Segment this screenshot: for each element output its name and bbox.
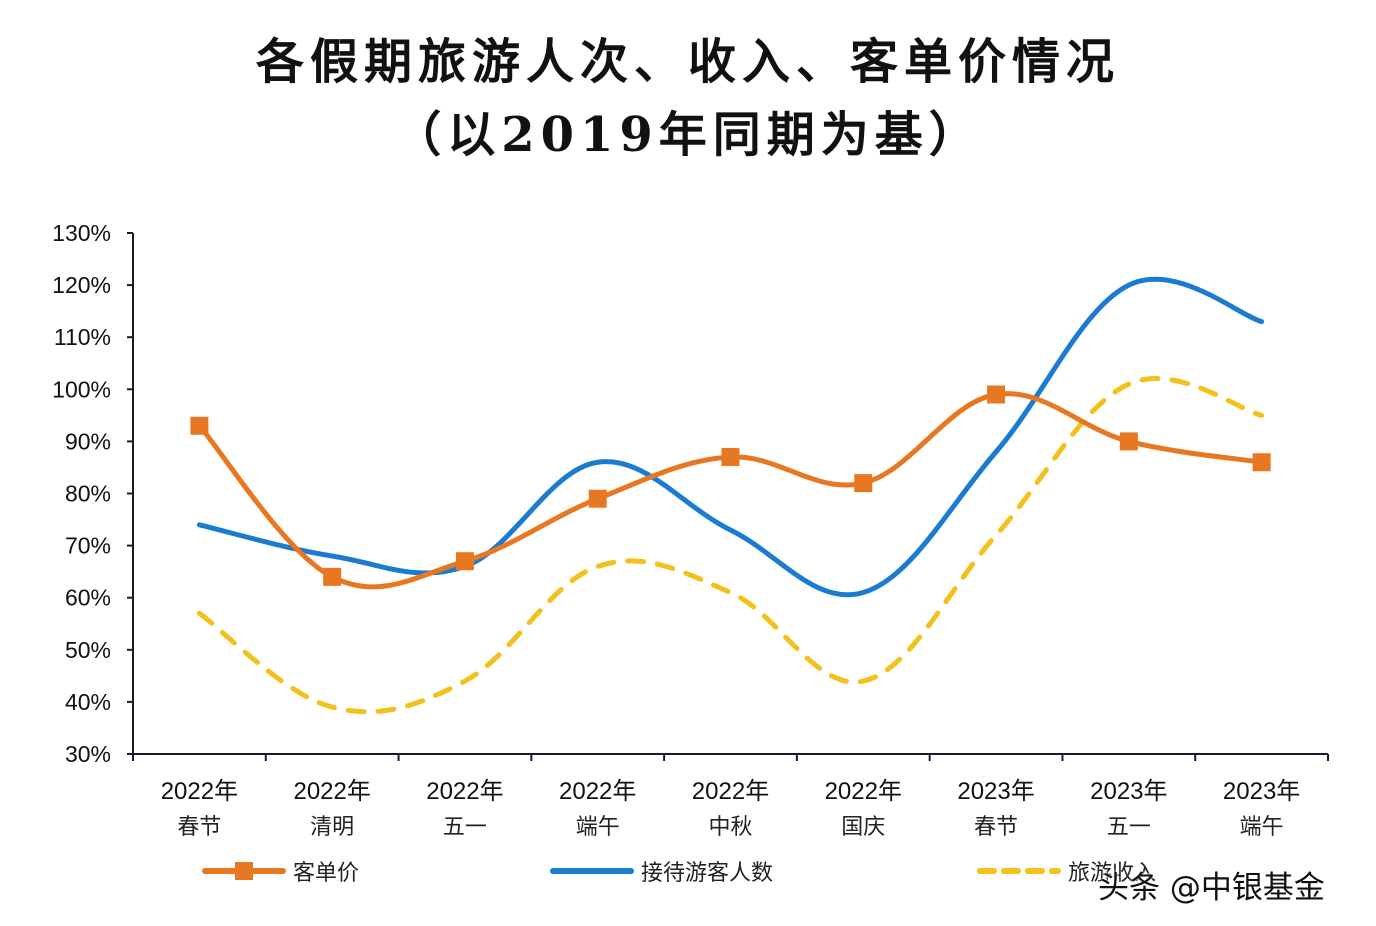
chart-title: 各假期旅游人次、收入、客单价情况 xyxy=(255,34,1120,90)
x-tick-label-year: 2022年 xyxy=(559,778,636,805)
y-tick-label: 70% xyxy=(65,533,111,559)
y-tick-label: 30% xyxy=(65,741,111,767)
watermark: 头条 @中银基金 xyxy=(1098,870,1325,906)
data-point-marker xyxy=(987,385,1006,404)
y-tick-label: 60% xyxy=(65,585,111,611)
data-point-marker xyxy=(1252,453,1271,472)
y-tick-label: 120% xyxy=(52,272,111,298)
chart-subtitle: （以2019年同期为基） xyxy=(393,107,983,163)
x-tick-label-year: 2023年 xyxy=(1223,778,1300,805)
y-tick-label: 90% xyxy=(65,428,111,454)
x-tick-label-holiday: 五一 xyxy=(443,815,487,840)
x-tick-label-year: 2022年 xyxy=(161,778,238,805)
x-tick-label-year: 2022年 xyxy=(293,778,370,805)
data-point-marker xyxy=(323,567,342,586)
x-tick-label-holiday: 春节 xyxy=(974,815,1018,840)
legend: 客单价 接待游客人数 旅游收入 xyxy=(202,861,1156,886)
data-point-marker xyxy=(1119,432,1138,451)
x-tick-label-holiday: 端午 xyxy=(576,815,620,840)
x-tick-label-holiday: 春节 xyxy=(177,815,221,840)
x-tick-label-holiday: 五一 xyxy=(1107,815,1151,840)
legend-label-0: 客单价 xyxy=(293,861,359,886)
legend-label-2: 旅游收入 xyxy=(1068,861,1156,886)
legend-label-1: 接待游客人数 xyxy=(641,861,773,886)
data-point-marker xyxy=(721,448,740,467)
x-tick-label-year: 2022年 xyxy=(825,778,902,805)
y-tick-label: 80% xyxy=(65,481,111,507)
series-line-1 xyxy=(196,276,1265,598)
x-tick-label-year: 2022年 xyxy=(426,778,503,805)
legend-marker-0 xyxy=(235,862,253,880)
data-point-marker xyxy=(588,489,607,508)
series-layer xyxy=(190,276,1271,715)
x-tick-label-holiday: 国庆 xyxy=(841,815,885,840)
x-tick-label-year: 2023年 xyxy=(1090,778,1167,805)
y-tick-label: 130% xyxy=(52,220,111,246)
x-tick-label-holiday: 清明 xyxy=(310,815,354,840)
data-point-marker xyxy=(455,552,474,571)
series-line-0 xyxy=(196,391,1265,590)
x-tick-label-holiday: 端午 xyxy=(1240,815,1284,840)
series-line-2 xyxy=(196,376,1265,715)
x-tick-label-holiday: 中秋 xyxy=(708,815,752,840)
y-tick-label: 40% xyxy=(65,689,111,715)
y-tick-label: 50% xyxy=(65,637,111,663)
x-tick-label-year: 2023年 xyxy=(957,778,1034,805)
y-tick-label: 100% xyxy=(52,376,111,402)
data-point-marker xyxy=(854,474,873,493)
y-axis-ticks: 30% 40% 50% 60% 70% 80% 90% 100% 110% 120% 130% xyxy=(52,220,133,767)
axes xyxy=(127,233,1328,755)
data-point-marker xyxy=(190,416,209,435)
y-tick-label: 110% xyxy=(54,324,111,350)
x-tick-label-year: 2022年 xyxy=(692,778,769,805)
